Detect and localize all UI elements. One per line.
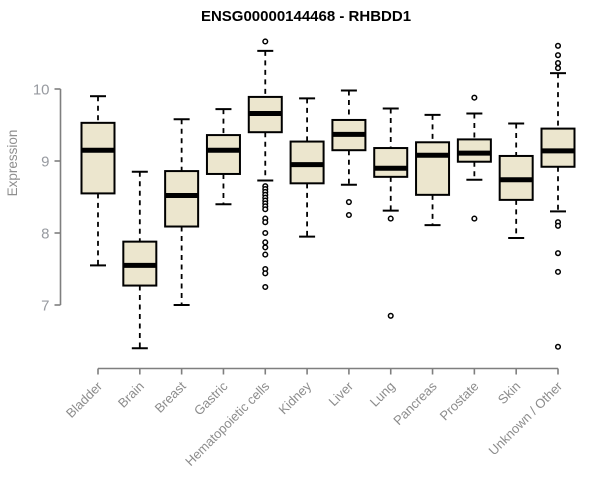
category-label: Brain [115,379,147,411]
boxplot-unknown-other [540,42,576,350]
y-tick-label: 10 [33,81,50,98]
category-label: Lung [367,379,398,410]
category-label: Pancreas [390,378,440,428]
boxplot-pancreas [415,113,451,227]
category-label: Bladder [63,378,106,421]
iqr-box [205,134,241,175]
outlier-point [387,312,394,319]
boxplot-lung [373,107,409,319]
outlier-point [554,222,562,229]
category-label: Prostate [437,379,482,424]
outlier-point [262,270,269,277]
boxplot-skin [498,122,534,240]
iqr-box [540,127,576,168]
outlier-point [262,239,269,246]
boxplot-breast [164,118,200,306]
outlier-point [345,198,352,206]
category-label: Breast [152,378,189,415]
y-tick-label: 8 [41,225,49,242]
category-label: Gastric [191,378,231,418]
outlier-point [262,219,269,226]
boxplot-liver [331,89,367,219]
outlier-point [262,251,269,258]
outlier-point [554,343,562,350]
outlier-point [554,52,562,59]
category-label: Unknown / Other [486,378,566,458]
iqr-box [80,121,116,195]
outlier-point [554,268,562,275]
iqr-box [415,141,451,196]
y-tick-label: 7 [41,297,49,314]
y-axis-label: Expression [5,130,20,197]
category-label: Skin [495,379,523,407]
boxplot-kidney [289,97,325,238]
boxplot-bladder [80,95,116,267]
outlier-point [345,211,352,219]
outlier-point [471,215,478,222]
outlier-point [554,42,562,49]
iqr-box [456,138,492,163]
outlier-point [554,60,562,67]
chart-title: ENSG00000144468 - RHBDD1 [201,8,411,25]
outlier-point [554,65,562,72]
outlier-point [471,94,478,101]
boxplot-brain [122,170,158,350]
outlier-point [262,38,269,45]
outlier-point [387,215,394,222]
boxplot-hematopoietic-cells [247,38,283,291]
outlier-point [554,250,562,257]
iqr-box [164,170,200,228]
category-label: Kidney [275,378,314,417]
boxplot-gastric [205,108,241,206]
category-label: Liver [325,378,356,409]
y-tick-label: 9 [41,153,49,170]
outlier-point [262,229,269,237]
boxes-group [80,38,576,350]
boxplot-prostate [456,94,492,222]
iqr-box [373,147,409,178]
outlier-point [262,206,269,213]
outlier-point [262,244,269,251]
outlier-point [262,283,269,291]
